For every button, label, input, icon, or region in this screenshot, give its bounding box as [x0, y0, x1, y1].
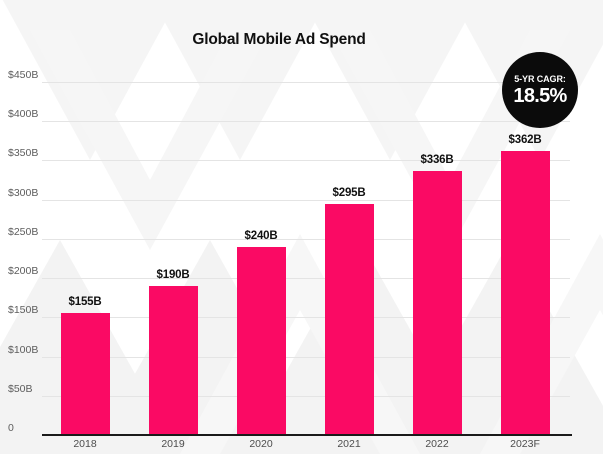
cagr-badge: 5-YR CAGR: 18.5% — [502, 52, 578, 128]
gridline — [42, 82, 570, 83]
y-axis-tick-label: $100B — [8, 343, 39, 356]
x-axis-tick-label: 2018 — [73, 438, 97, 450]
y-axis-tick-label: $50B — [8, 382, 33, 395]
bar-value-label: $190B — [156, 268, 190, 281]
bar-value-label: $336B — [420, 154, 454, 167]
bar-2020[interactable] — [236, 246, 286, 435]
gridline — [42, 317, 570, 319]
bar-value-label: $155B — [68, 296, 102, 309]
x-axis-line — [42, 434, 572, 436]
page-title: Global Mobile Ad Spend — [192, 31, 366, 48]
cagr-badge-value: 18.5% — [513, 84, 567, 107]
bar-2019[interactable] — [148, 285, 198, 435]
bar-2021[interactable] — [324, 203, 374, 435]
gridline — [42, 199, 570, 201]
y-axis-tick-label: $200B — [8, 265, 39, 278]
bar-value-label: $295B — [332, 186, 366, 199]
x-axis-tick-label: 2020 — [249, 438, 273, 450]
bar-2023F[interactable] — [500, 151, 550, 435]
plot-area — [42, 82, 570, 435]
gridline — [42, 160, 570, 162]
gridline — [42, 356, 570, 358]
y-axis-tick-label: $450B — [8, 69, 39, 81]
y-axis-tick-label: $250B — [8, 225, 39, 238]
x-axis-tick-label: 2019 — [161, 438, 185, 450]
gridline — [42, 121, 570, 123]
x-axis-tick-label: 2021 — [337, 438, 361, 450]
y-axis-tick-label: $400B — [8, 108, 39, 121]
bar-2018[interactable] — [60, 313, 110, 435]
y-axis-tick-label: $150B — [8, 304, 39, 317]
gridline — [42, 278, 570, 280]
x-axis-tick-label: 2023F — [510, 438, 540, 450]
cagr-badge-label: 5-YR CAGR: — [514, 73, 566, 84]
gridline — [42, 238, 570, 240]
gridline — [42, 395, 570, 397]
bar-2022[interactable] — [412, 171, 462, 435]
y-axis-tick-label: $300B — [8, 186, 39, 199]
y-axis-tick-label: $350B — [8, 147, 39, 160]
x-axis-tick-label: 2022 — [425, 438, 449, 450]
y-axis-tick-label: 0 — [8, 422, 14, 434]
bar-value-label: $362B — [508, 134, 542, 147]
bar-value-label: $240B — [244, 229, 278, 242]
